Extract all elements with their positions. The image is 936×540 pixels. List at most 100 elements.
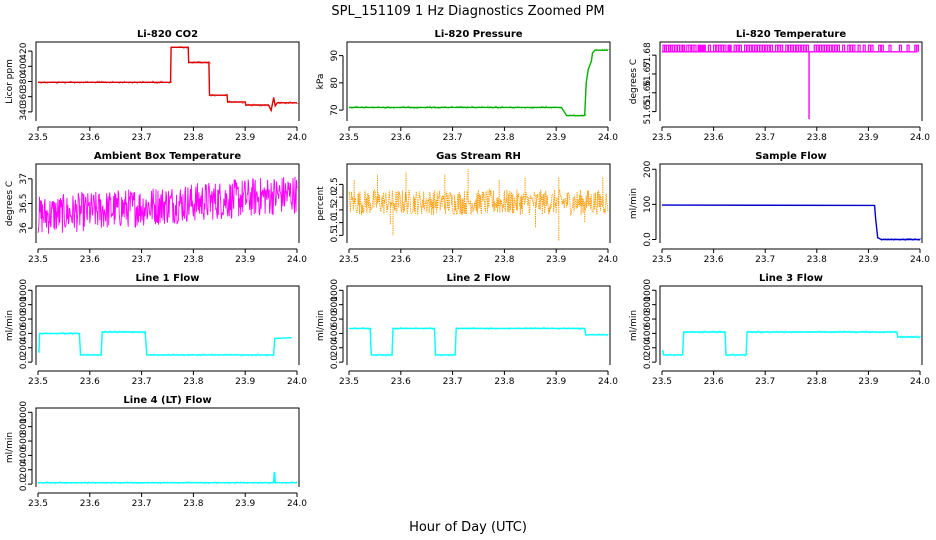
- x-tick-label: 23.8: [807, 377, 827, 387]
- y-tick-label: 51.68: [643, 42, 653, 68]
- x-tick-label: 23.6: [391, 133, 411, 143]
- x-tick-label: 24.0: [287, 377, 307, 387]
- y-tick-label: 100: [643, 196, 653, 213]
- y-tick-label: 400: [330, 325, 340, 342]
- x-tick-label: 23.9: [858, 255, 878, 265]
- y-tick-label: 51.66: [643, 80, 653, 106]
- x-tick-label: 23.6: [704, 377, 724, 387]
- panel-frame: [35, 41, 300, 121]
- panel-title: Line 3 Flow: [759, 273, 823, 284]
- y-tick-label: 2.0: [330, 190, 340, 205]
- panel-frame: [35, 163, 300, 243]
- panel-title: Line 2 Flow: [447, 273, 511, 284]
- x-tick-label: 23.6: [80, 133, 100, 143]
- series-noise: [37, 473, 298, 485]
- x-tick-label: 23.5: [28, 377, 48, 387]
- x-tick-label: 23.9: [858, 377, 878, 387]
- y-tick-label: 0.0: [19, 355, 29, 370]
- x-tick-label: 23.8: [807, 133, 827, 143]
- series-line: [38, 331, 292, 356]
- panel-frame: [659, 285, 923, 365]
- panel-frame: [346, 285, 611, 365]
- panel-7: Line 1 Flow ml/min 23.5 23.6 23.7 23.8 23.9 24.…: [5, 273, 307, 387]
- y-axis-label: ml/min: [629, 310, 639, 341]
- y-tick-label: 36.5: [19, 193, 29, 213]
- series-line: [349, 49, 608, 117]
- x-tick-label: 23.9: [235, 499, 255, 509]
- series-noise: [881, 237, 922, 242]
- series-line: [38, 471, 297, 484]
- panel-title: Line 4 (LT) Flow: [123, 395, 211, 406]
- y-tick-label: 1000: [330, 279, 340, 302]
- panel-1: Li-820 CO2 Licor ppm 23.5 23.6 23.7 23.8 23.9 2…: [5, 29, 307, 143]
- y-tick-label: 200: [643, 160, 653, 177]
- y-tick-label: 1000: [643, 279, 653, 302]
- x-tick-label: 23.7: [132, 255, 152, 265]
- y-tick-label: 380: [19, 73, 29, 90]
- x-tick-label: 24.0: [287, 133, 307, 143]
- panel-4: Ambient Box Temperature degrees C 23.5 23.6…: [5, 151, 307, 265]
- panel-9: Line 3 Flow ml/min 23.5 23.6 23.7 23.8 23.9 24.…: [629, 273, 930, 387]
- y-axis-label: ml/min: [5, 310, 15, 341]
- series-line: [348, 188, 609, 216]
- panel-frame: [35, 285, 300, 365]
- y-tick-label: 800: [643, 296, 653, 313]
- series-line: [349, 327, 608, 356]
- series-noise: [348, 326, 610, 357]
- x-tick-label: 23.5: [28, 499, 48, 509]
- x-tick-label: 23.7: [755, 255, 775, 265]
- x-tick-label: 23.7: [132, 499, 152, 509]
- x-tick-label: 24.0: [598, 133, 618, 143]
- y-tick-label: 340: [19, 103, 29, 120]
- panel-title: Li-820 CO2: [137, 29, 198, 40]
- y-axis-label: percent: [316, 186, 326, 221]
- panel-title: Ambient Box Temperature: [94, 151, 241, 162]
- series-noise: [348, 48, 610, 118]
- x-tick-label: 23.8: [494, 377, 514, 387]
- x-tick-label: 23.6: [80, 377, 100, 387]
- y-tick-label: 51.65: [643, 99, 653, 125]
- figure-title: SPL_151109 1 Hz Diagnostics Zoomed PM: [331, 4, 604, 19]
- y-tick-label: 0.5: [330, 228, 340, 242]
- x-tick-label: 23.8: [494, 133, 514, 143]
- y-tick-label: 400: [19, 325, 29, 342]
- x-tick-label: 23.9: [235, 377, 255, 387]
- x-tick-label: 23.8: [494, 255, 514, 265]
- y-axis-label: ml/min: [629, 188, 639, 219]
- x-tick-label: 23.5: [652, 377, 672, 387]
- x-tick-label: 23.6: [391, 255, 411, 265]
- y-tick-label: 400: [19, 57, 29, 74]
- series-line: [37, 176, 298, 234]
- y-tick-label: 1000: [19, 279, 29, 302]
- y-tick-label: 0.0: [19, 477, 29, 492]
- x-tick-label: 24.0: [910, 133, 930, 143]
- x-tick-label: 23.9: [546, 255, 566, 265]
- panel-8: Line 2 Flow ml/min 23.5 23.6 23.7 23.8 23.9 24.…: [316, 273, 618, 387]
- x-tick-label: 24.0: [287, 499, 307, 509]
- x-tick-label: 23.9: [546, 133, 566, 143]
- panel-frame: [659, 163, 923, 243]
- y-tick-label: 800: [330, 296, 340, 313]
- y-tick-label: 200: [19, 461, 29, 478]
- y-tick-label: 800: [19, 418, 29, 435]
- y-tick-label: 400: [19, 447, 29, 464]
- y-tick-label: 420: [19, 42, 29, 59]
- x-tick-label: 24.0: [910, 377, 930, 387]
- x-tick-label: 23.5: [652, 133, 672, 143]
- x-tick-label: 23.7: [443, 377, 463, 387]
- y-tick-label: 0.0: [330, 355, 340, 370]
- y-axis-label: ml/min: [5, 432, 15, 463]
- y-axis-label: degrees C: [629, 59, 639, 104]
- panel-10: Line 4 (LT) Flow ml/min 23.5 23.6 23.7 23.8 23…: [5, 395, 307, 509]
- x-tick-label: 23.7: [443, 133, 463, 143]
- series-noise: [37, 45, 299, 107]
- x-tick-label: 23.8: [183, 377, 203, 387]
- y-tick-label: 90: [330, 50, 340, 62]
- x-tick-label: 23.6: [80, 255, 100, 265]
- y-tick-label: 70: [330, 104, 340, 116]
- y-tick-label: 2.5: [330, 177, 340, 191]
- series-noise: [37, 330, 275, 357]
- x-tick-label: 23.6: [704, 255, 724, 265]
- y-axis-label: ml/min: [316, 310, 326, 341]
